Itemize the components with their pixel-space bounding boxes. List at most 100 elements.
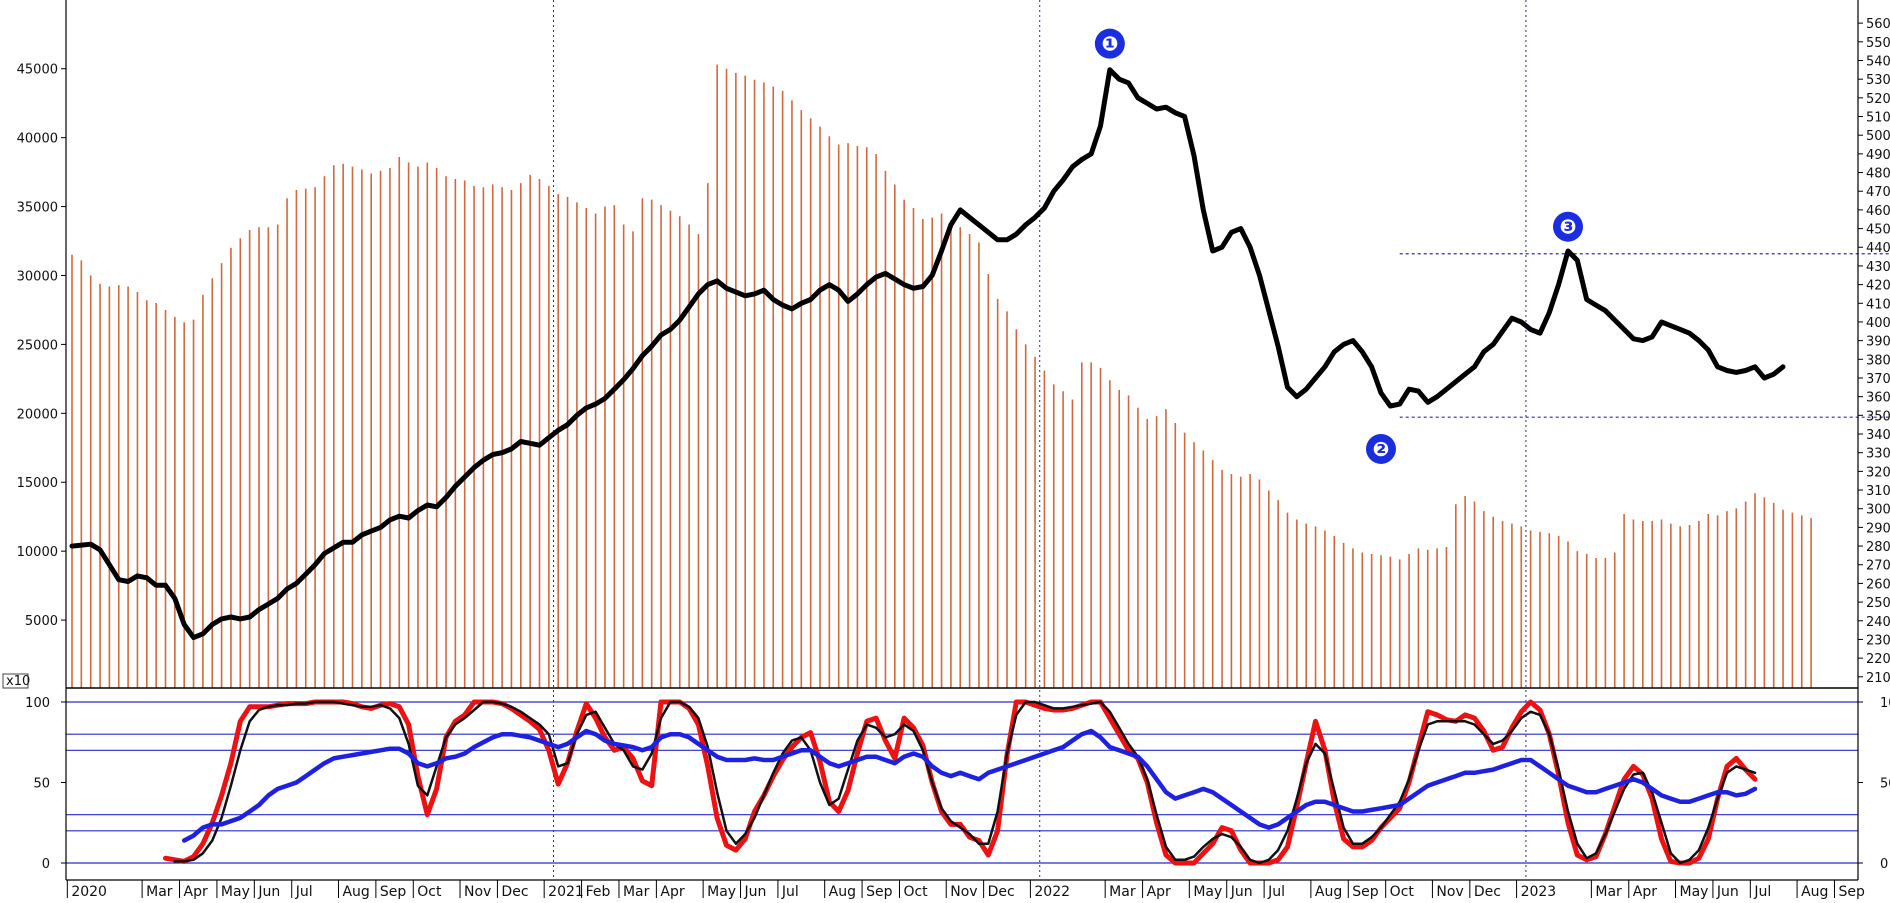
month-label: Aug [1315,884,1342,900]
year-label: 2023 [1521,884,1557,900]
year-dividers [553,0,1527,880]
right-tick-label: 3100 [1866,484,1890,499]
axes: 5000100001500020000250003000035000400004… [17,0,1890,900]
month-label: May [707,884,736,900]
month-label: Jul [295,884,313,900]
right-tick-label: 3800 [1866,353,1890,368]
right-tick-label: 3700 [1866,372,1890,387]
month-label: Mar [146,884,173,900]
right-tick-label: 4000 [1866,316,1890,331]
marker-circle [1094,28,1125,59]
marker-label: ❸ [1560,215,1577,239]
right-tick-label: 3300 [1866,447,1890,462]
month-label: Jun [1716,884,1739,900]
month-label: Jul [781,884,799,900]
year-label: 2022 [1034,884,1070,900]
right-tick-label: 3500 [1866,409,1890,424]
right-tick-label: 4700 [1866,185,1890,200]
marker-label: ❷ [1373,437,1390,461]
month-label: Apr [1633,884,1657,900]
multiplier-box [2,673,29,689]
left-tick-label: 45000 [17,63,58,78]
right-tick-label: 4900 [1866,148,1890,163]
month-label: May [221,884,250,900]
right-tick-label: 4400 [1866,241,1890,256]
month-label: Sep [1352,884,1379,900]
month-label: Nov [950,884,977,900]
osc-left-tick-label: 50 [33,777,50,792]
osc-right-tick-label: 100 [1880,696,1890,711]
month-label: Aug [342,884,369,900]
month-label: Oct [417,884,442,900]
right-tick-label: 3200 [1866,465,1890,480]
right-tick-label: 3400 [1866,428,1890,443]
right-tick-label: 3600 [1866,391,1890,406]
month-label: Nov [1436,884,1463,900]
oscillator-series-line [173,700,1757,865]
month-label: Apr [184,884,208,900]
month-label: Nov [464,884,491,900]
left-tick-label: 5000 [25,614,58,629]
month-label: Mar [1595,884,1622,900]
year-label: 2020 [71,884,107,900]
right-tick-label: 2100 [1866,671,1890,686]
price-series-line [69,67,1786,641]
month-label: Jun [744,884,767,900]
month-label: Apr [660,884,684,900]
osc-right-tick-label: 50 [1880,777,1890,792]
month-label: Sep [1838,884,1865,900]
month-label: Mar [623,884,650,900]
month-label: Dec [988,884,1015,900]
right-tick-label: 5200 [1866,92,1890,107]
right-tick-label: 2800 [1866,540,1890,555]
right-tick-label: 2500 [1866,596,1890,611]
numbered-markers: ❶ ❷ ❸ [1094,28,1583,464]
marker-label: ❶ [1101,32,1118,56]
osc-right-tick-label: 0 [1880,857,1888,872]
osc-left-tick-label: 0 [42,857,50,872]
multiplier-label: x10 [6,674,30,689]
right-tick-label: 2600 [1866,577,1890,592]
month-label: Jul [1267,884,1285,900]
right-tick-label: 2400 [1866,615,1890,630]
month-label: Oct [1390,884,1415,900]
month-label: Feb [586,884,611,900]
right-tick-label: 4800 [1866,167,1890,182]
oscillator-series-line [163,699,1758,866]
month-label: Apr [1147,884,1171,900]
volume-bars [71,64,1812,688]
left-tick-label: 10000 [17,545,58,560]
right-tick-label: 4200 [1866,279,1890,294]
month-label: Jun [1230,884,1253,900]
left-tick-label: 35000 [17,201,58,216]
left-tick-label: 20000 [17,407,58,422]
marker-circle [1366,433,1396,464]
left-tick-label: 25000 [17,338,58,353]
right-tick-label: 2300 [1866,633,1890,648]
support-resistance-lines [1399,253,1890,418]
month-label: Aug [1801,884,1828,900]
right-tick-label: 5100 [1866,111,1890,126]
month-label: Dec [501,884,528,900]
month-label: Dec [1474,884,1501,900]
price-line [69,67,1786,641]
right-tick-label: 4600 [1866,204,1890,219]
right-tick-label: 5500 [1866,36,1890,51]
oscillator-series-line [181,728,1758,843]
month-label: Jun [257,884,280,900]
year-label: 2021 [548,884,584,900]
month-label: Sep [866,884,893,900]
right-tick-label: 2700 [1866,559,1890,574]
right-tick-label: 3900 [1866,335,1890,350]
month-label: Sep [380,884,407,900]
marker-circle [1553,211,1583,242]
right-tick-label: 5300 [1866,73,1890,88]
month-label: May [1193,884,1222,900]
left-tick-label: 40000 [17,132,58,147]
right-tick-label: 4100 [1866,297,1890,312]
month-label: Oct [903,884,928,900]
month-label: Aug [829,884,856,900]
right-tick-label: 2900 [1866,521,1890,536]
